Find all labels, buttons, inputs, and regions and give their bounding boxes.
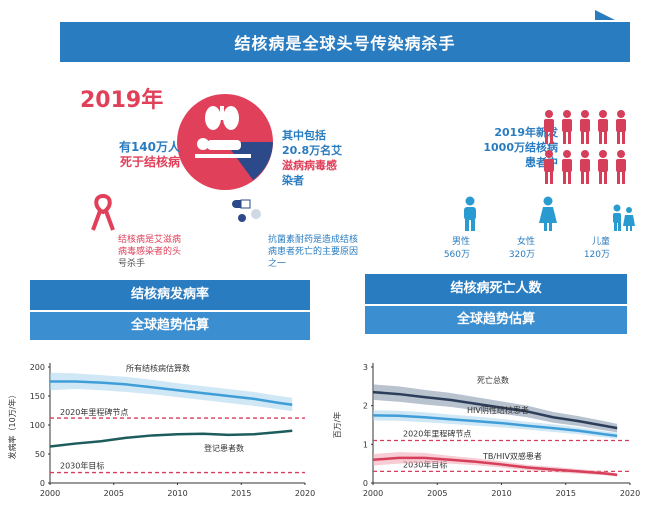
person-icon	[544, 110, 554, 144]
hiv-text-2: 20.8万名艾	[282, 144, 343, 157]
y-tick-label: 3	[363, 363, 368, 372]
right-subsection-band: 全球趋势估算	[365, 306, 627, 334]
series-band	[50, 372, 293, 412]
female-value: 320万	[508, 250, 535, 260]
deaths-pie-graphic	[177, 94, 273, 190]
series-label: 登记患者数	[204, 443, 244, 453]
hiv-text-3: 滋病病毒感	[282, 159, 337, 172]
left-section-band: 结核病发病率	[30, 280, 310, 310]
female-icon	[539, 196, 557, 231]
hiv-text-1: 其中包括	[282, 129, 326, 142]
ribbon-caption-1: 结核病是艾滋病	[118, 235, 182, 245]
drug-caption-2: 病患者死亡的主要原因	[268, 247, 359, 257]
person-icon	[598, 150, 608, 184]
series-band	[373, 384, 618, 433]
new-cases-text-2: 1000万结核病	[483, 141, 558, 154]
child-label: 儿童	[591, 237, 610, 247]
page-title: 结核病是全球头号传染病杀手	[234, 34, 456, 53]
series-label: 所有结核病估算数	[126, 363, 190, 373]
series-line	[372, 390, 618, 430]
series-line	[49, 429, 293, 448]
series-label: 死亡总数	[477, 375, 509, 385]
reference-line-label: 2020年里程碑节点	[60, 407, 128, 417]
pie-hiv-slice	[225, 142, 273, 180]
y-tick-label: 0	[40, 479, 45, 488]
year-label: 2019年	[80, 88, 164, 113]
y-tick-label: 2	[363, 402, 368, 411]
x-tick-label: 2005	[427, 489, 447, 498]
right-section-band: 结核病死亡人数	[365, 274, 627, 304]
male-label: 男性	[451, 237, 470, 247]
y-axis-label: 发病率（10万/年）	[7, 391, 17, 460]
lungs-patient-icon	[195, 106, 251, 158]
x-tick-label: 2020	[295, 489, 315, 498]
person-icon	[580, 150, 590, 184]
y-tick-label: 0	[363, 479, 368, 488]
series-line	[372, 414, 618, 438]
x-tick-label: 2005	[104, 489, 124, 498]
person-icon	[598, 110, 608, 144]
y-tick-label: 150	[30, 392, 45, 401]
children-icon	[613, 204, 635, 231]
drug-caption-3: 之一	[268, 259, 287, 269]
x-tick-label: 2000	[363, 489, 383, 498]
series-line	[372, 456, 618, 477]
child-value: 120万	[583, 250, 610, 260]
mortality-chart: 0 1 2 3 2000 2005 2010 2015 2020 百万/年 2020年里程碑节点 20…	[332, 363, 640, 498]
person-icon	[562, 150, 572, 184]
title-banner	[60, 22, 630, 62]
title-banner-fold	[595, 10, 615, 20]
deaths-text-1: 有140万人	[118, 140, 180, 154]
reference-line-label: 2030年目标	[60, 461, 104, 471]
y-tick-label: 1	[363, 440, 368, 449]
y-tick-label: 100	[30, 421, 45, 430]
drug-caption-1: 抗菌素耐药是造成结核	[268, 235, 359, 245]
incidence-chart: 0 50 100 150 200 2000 2005 2010 2015 2020 发病率（10万/…	[7, 363, 315, 498]
series-label: TB/HIV双感患者	[482, 451, 542, 461]
people-grid-icon	[544, 110, 626, 184]
person-icon	[616, 110, 626, 144]
x-tick-label: 2020	[620, 489, 640, 498]
new-cases-text-1: 2019年新发	[494, 126, 558, 139]
x-tick-label: 2015	[231, 489, 251, 498]
x-tick-label: 2000	[40, 489, 60, 498]
male-value: 560万	[443, 250, 470, 260]
y-tick-label: 50	[35, 450, 45, 459]
deaths-text-2: 死于结核病	[119, 155, 180, 169]
person-icon	[580, 110, 590, 144]
left-subsection-band: 全球趋势估算	[30, 312, 310, 340]
ribbon-caption-2: 病毒感染者的头	[118, 247, 182, 257]
aids-ribbon-icon	[91, 193, 115, 231]
person-icon	[616, 150, 626, 184]
pills-icon	[232, 199, 261, 222]
x-tick-label: 2010	[167, 489, 187, 498]
person-icon	[544, 150, 554, 184]
ribbon-caption-3: 号杀手	[118, 259, 146, 269]
reference-line-label: 2030年目标	[403, 459, 447, 469]
series-line	[50, 380, 293, 406]
x-tick-label: 2010	[491, 489, 511, 498]
female-label: 女性	[516, 237, 535, 247]
hiv-text-4: 染者	[282, 174, 304, 187]
y-axis-label: 百万/年	[332, 412, 342, 439]
y-tick-label: 200	[30, 363, 45, 372]
male-icon	[464, 196, 476, 231]
x-tick-label: 2015	[556, 489, 576, 498]
reference-line-label: 2020年里程碑节点	[403, 428, 471, 438]
series-label: HIV阴性结核患者	[467, 405, 529, 415]
person-icon	[562, 110, 572, 144]
